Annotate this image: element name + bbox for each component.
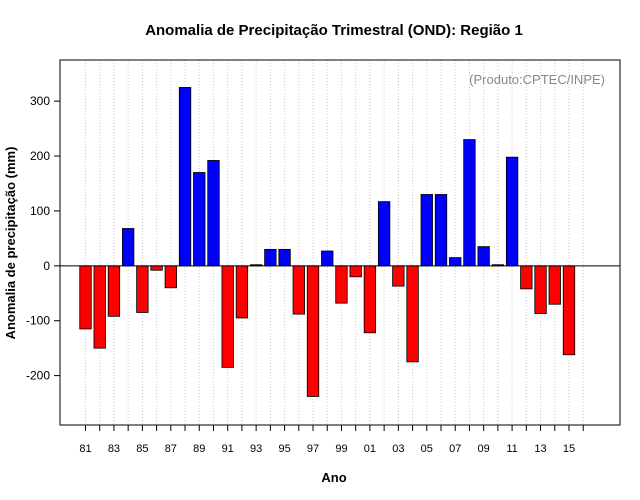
bar-09 — [477, 246, 490, 267]
bar-83 — [107, 265, 121, 317]
x-tick-label-11: 11 — [506, 443, 517, 455]
bar-84 — [122, 228, 135, 267]
bar-06 — [434, 194, 448, 267]
x-tick-label-99: 99 — [335, 443, 347, 455]
bar-00 — [349, 265, 362, 278]
bar-12 — [520, 265, 533, 290]
x-tick-label-01: 01 — [364, 443, 376, 455]
bar-88 — [178, 87, 192, 267]
x-tick-label-97: 97 — [307, 443, 319, 455]
x-tick-label-05: 05 — [421, 443, 433, 455]
credit-text: (Produto:CPTEC/INPE) — [469, 72, 605, 87]
x-tick-label-09: 09 — [478, 443, 490, 455]
bar-89 — [193, 172, 206, 267]
x-tick-label-91: 91 — [222, 443, 234, 455]
y-tick-label-300: 300 — [30, 94, 50, 108]
bar-11 — [505, 156, 519, 267]
bar-95 — [278, 248, 291, 267]
bar-14 — [548, 265, 561, 305]
bar-08 — [463, 139, 476, 267]
x-tick-label-93: 93 — [250, 443, 262, 455]
x-tick-label-85: 85 — [136, 443, 148, 455]
bar-99 — [335, 265, 348, 304]
bar-04 — [406, 265, 419, 363]
bar-86 — [150, 265, 163, 271]
bars — [79, 87, 576, 397]
bar-81 — [79, 265, 92, 330]
bar-94 — [264, 248, 277, 267]
x-tick-label-95: 95 — [278, 443, 290, 455]
x-tick-label-83: 83 — [108, 443, 120, 455]
x-tick-label-15: 15 — [563, 443, 575, 455]
chart-title: Anomalia de Precipitação Trimestral (OND… — [145, 22, 523, 39]
bar-97 — [306, 265, 320, 397]
y-tick-label-100: 100 — [30, 204, 50, 218]
bar-15 — [562, 265, 576, 356]
x-axis-label: Ano — [321, 470, 346, 485]
bar-92 — [235, 265, 249, 319]
bar-03 — [392, 265, 405, 287]
bar-90 — [207, 160, 220, 267]
bar-98 — [321, 250, 334, 267]
bar-96 — [292, 265, 305, 315]
y-tick-label--200: -200 — [26, 369, 50, 383]
x-tick-label-87: 87 — [165, 443, 177, 455]
y-axis: -200 -100 0 100 200 300 — [26, 94, 60, 383]
bar-87 — [164, 265, 177, 289]
bar-85 — [136, 265, 149, 313]
plot-frame — [59, 59, 621, 426]
x-tick-label-89: 89 — [193, 443, 205, 455]
bar-07 — [449, 257, 462, 267]
bar-82 — [93, 265, 106, 349]
bar-91 — [221, 265, 234, 368]
y-axis-label: Anomalia de precipitação (mm) — [3, 147, 18, 340]
y-tick-label--100: -100 — [26, 314, 50, 328]
x-tick-label-81: 81 — [79, 443, 91, 455]
x-axis: 81 83 85 87 89 91 93 95 97 99 01 03 05 07 09 11 13 15 — [79, 425, 584, 455]
x-tick-label-03: 03 — [392, 443, 404, 455]
bar-01 — [363, 265, 377, 334]
bar-05 — [420, 194, 433, 267]
gridlines — [85, 60, 584, 425]
x-tick-label-07: 07 — [449, 443, 461, 455]
x-tick-label-13: 13 — [534, 443, 546, 455]
bar-02 — [377, 201, 391, 267]
y-tick-label-200: 200 — [30, 149, 50, 163]
y-tick-label-0: 0 — [43, 259, 50, 273]
bar-13 — [534, 265, 547, 314]
